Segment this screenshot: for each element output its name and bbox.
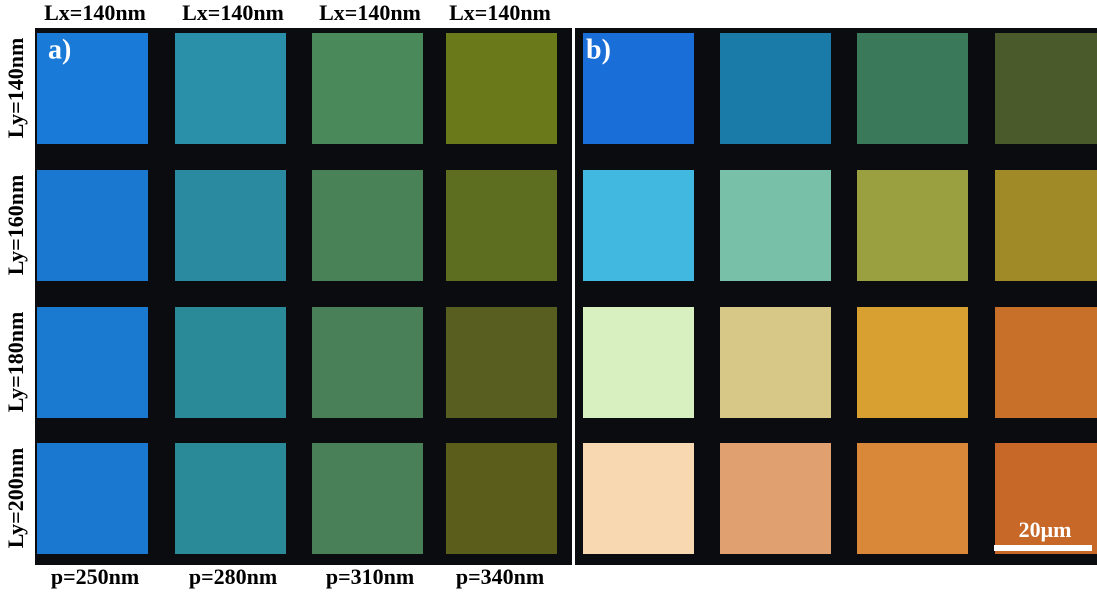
square xyxy=(720,307,831,418)
period-label: p=280nm xyxy=(189,564,277,589)
square xyxy=(175,307,286,418)
square xyxy=(995,33,1097,144)
square xyxy=(446,443,557,554)
column-label: Lx=140nm xyxy=(319,0,421,25)
row-label: Ly=160nm xyxy=(3,175,28,276)
square xyxy=(37,443,148,554)
square xyxy=(312,307,423,418)
square xyxy=(37,170,148,281)
square xyxy=(175,33,286,144)
square xyxy=(446,33,557,144)
square xyxy=(175,443,286,554)
square xyxy=(857,307,968,418)
row-label: Ly=140nm xyxy=(3,38,28,139)
column-label: Lx=140nm xyxy=(182,0,284,25)
figure: a) b) 20μm Lx=140nm Lx=140nm Lx=140nm Lx=14… xyxy=(0,0,1097,592)
square xyxy=(583,443,694,554)
row-label: Ly=180nm xyxy=(3,312,28,413)
square xyxy=(583,170,694,281)
square xyxy=(312,33,423,144)
square xyxy=(37,307,148,418)
period-label: p=310nm xyxy=(326,564,414,589)
square xyxy=(857,170,968,281)
square xyxy=(995,170,1097,281)
period-label: p=250nm xyxy=(51,564,139,589)
scale-bar-label: 20μm xyxy=(1019,517,1072,542)
square xyxy=(583,307,694,418)
panel-label: b) xyxy=(586,34,611,65)
square xyxy=(857,33,968,144)
square xyxy=(446,170,557,281)
square xyxy=(720,170,831,281)
period-label: p=340nm xyxy=(456,564,544,589)
row-label: Ly=200nm xyxy=(3,448,28,549)
square xyxy=(857,443,968,554)
square xyxy=(995,307,1097,418)
panel-label: a) xyxy=(48,34,71,65)
square xyxy=(312,443,423,554)
square xyxy=(446,307,557,418)
column-label: Lx=140nm xyxy=(44,0,146,25)
square xyxy=(312,170,423,281)
column-label: Lx=140nm xyxy=(449,0,551,25)
square xyxy=(175,170,286,281)
square xyxy=(720,33,831,144)
square xyxy=(720,443,831,554)
